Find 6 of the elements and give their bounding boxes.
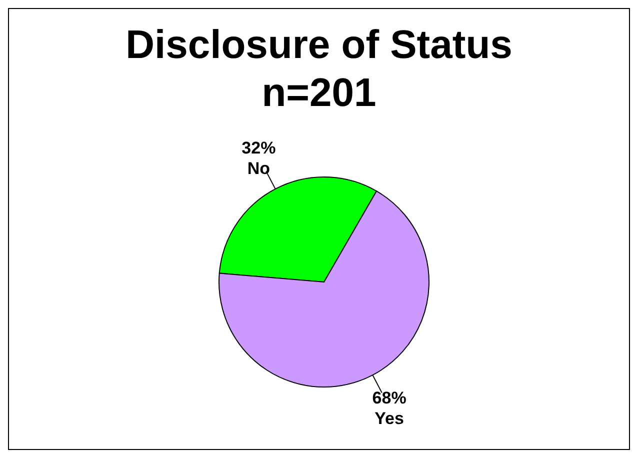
slice-label: No	[247, 159, 270, 178]
chart-title: Disclosure of Status	[124, 22, 514, 69]
chart-subtitle: n=201	[260, 70, 378, 117]
data-label: 32%	[242, 138, 276, 158]
data-label: 68%	[372, 388, 406, 408]
slice-label: Yes	[374, 408, 404, 428]
